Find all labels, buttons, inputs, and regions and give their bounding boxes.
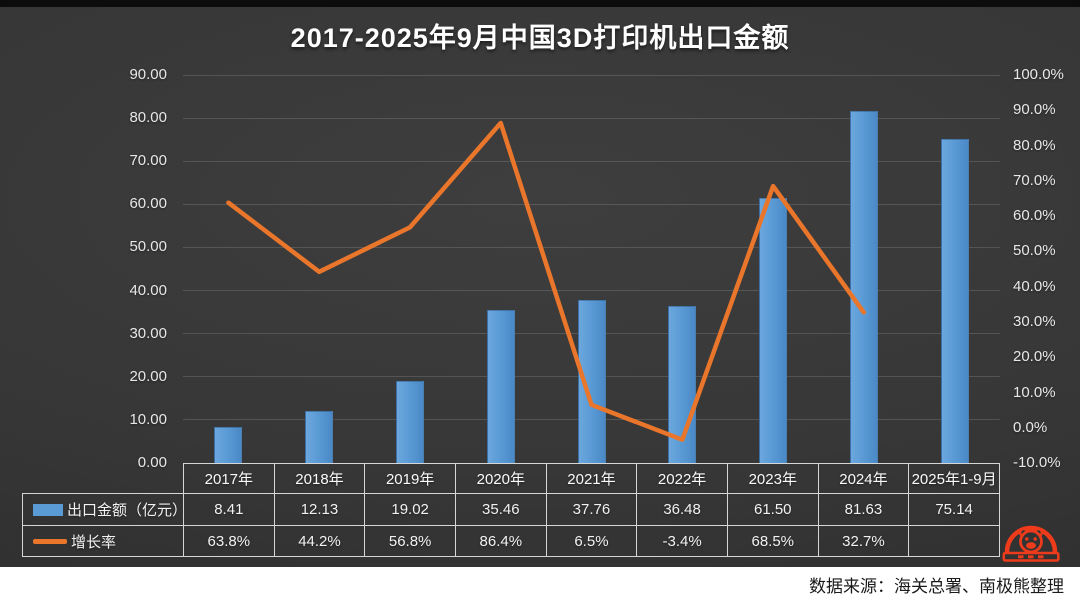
left-axis-tick-3: 30.00 xyxy=(129,324,167,342)
year-header-4: 2021年 xyxy=(545,463,638,494)
table-cell-r1-c3: 86.4% xyxy=(454,525,547,557)
year-header-3: 2020年 xyxy=(454,463,547,494)
table-cell-r1-c4: 6.5% xyxy=(545,525,638,557)
export-bar-8 xyxy=(940,139,969,463)
table-cell-r0-c3: 35.46 xyxy=(454,493,547,526)
right-axis-tick-5: 40.0% xyxy=(1013,277,1056,295)
year-header-1: 2018年 xyxy=(273,463,366,494)
left-axis-tick-1: 10.00 xyxy=(129,410,167,428)
table-cell-r0-c6: 61.50 xyxy=(726,493,819,526)
right-axis-tick-11: 100.0% xyxy=(1013,66,1064,83)
left-axis-tick-2: 20.00 xyxy=(129,367,167,385)
table-cell-r0-c1: 12.13 xyxy=(273,493,366,526)
table-cell-r1-c8 xyxy=(908,525,1000,557)
bar-series-swatch-icon xyxy=(33,503,63,516)
legend-label: 出口金额（亿元） xyxy=(67,502,184,519)
left-axis-tick-5: 50.00 xyxy=(129,238,167,256)
right-axis-tick-9: 80.0% xyxy=(1013,136,1056,154)
left-axis-tick-9: 90.00 xyxy=(129,66,167,83)
export-bar-4 xyxy=(577,300,606,463)
right-axis-tick-8: 70.0% xyxy=(1013,171,1056,189)
table-cell-r1-c5: -3.4% xyxy=(636,525,728,557)
table-cell-r0-c4: 37.76 xyxy=(545,493,638,526)
year-header-8: 2025年1-9月 xyxy=(908,463,1000,494)
legend-cell-bar: 出口金额（亿元） xyxy=(22,493,184,526)
table-corner-cell xyxy=(23,464,184,494)
legend-cell-line: 增长率 xyxy=(22,525,184,557)
table-cell-r0-c8: 75.14 xyxy=(908,493,1000,526)
right-axis-tick-4: 30.0% xyxy=(1013,312,1056,330)
grid-line xyxy=(183,117,1000,119)
table-cell-r0-c2: 19.02 xyxy=(364,493,456,526)
left-axis-tick-4: 40.00 xyxy=(129,281,167,299)
export-bar-1 xyxy=(305,410,334,463)
right-axis-tick-6: 50.0% xyxy=(1013,242,1056,260)
footer: 数据来源：海关总署、南极熊整理 xyxy=(0,567,1080,601)
table-row: 增长率 63.8% 44.2% 56.8% 86.4% 6.5% -3.4% 68.5% 32.… xyxy=(22,525,1000,557)
source-note: 数据来源：海关总署、南极熊整理 xyxy=(809,576,1064,596)
table-cell-r0-c5: 36.48 xyxy=(636,493,728,526)
legend-label: 增长率 xyxy=(71,533,117,551)
year-header-0: 2017年 xyxy=(183,463,275,494)
table-row: 出口金额（亿元） 8.41 12.13 19.02 35.46 37.76 36.48 61.… xyxy=(22,493,1000,526)
table-cell-r1-c0: 63.8% xyxy=(183,525,275,557)
year-header-5: 2022年 xyxy=(636,463,728,494)
right-axis-tick-3: 20.0% xyxy=(1013,348,1056,366)
grid-line xyxy=(183,74,1000,76)
left-axis-tick-6: 60.00 xyxy=(129,195,167,213)
year-header-7: 2024年 xyxy=(817,463,910,494)
top-border-strip xyxy=(0,0,1080,7)
chart-title: 2017-2025年9月中国3D打印机出口金额 xyxy=(290,23,790,53)
data-table: 2017年 2018年 2019年 2020年 2021年 2022年 2023年 2024年… xyxy=(22,463,1000,557)
right-axis-tick-0: -10.0% xyxy=(1013,454,1061,471)
year-header-2: 2019年 xyxy=(364,463,456,494)
line-series-swatch-icon xyxy=(33,538,67,544)
left-axis-tick-8: 80.00 xyxy=(129,109,167,127)
export-bar-0 xyxy=(214,426,243,463)
right-axis-tick-1: 0.0% xyxy=(1013,418,1048,436)
chart-area: 2017-2025年9月中国3D打印机出口金额 0.00 10.00 20.00 30… xyxy=(0,0,1080,567)
table-cell-r0-c0: 8.41 xyxy=(183,493,275,526)
table-cell-r1-c6: 68.5% xyxy=(726,525,819,557)
year-header-6: 2023年 xyxy=(726,463,819,494)
left-axis-tick-0: 0.00 xyxy=(137,454,167,471)
table-cell-r1-c7: 32.7% xyxy=(817,525,910,557)
table-cell-r0-c7: 81.63 xyxy=(817,493,910,526)
right-axis-tick-2: 10.0% xyxy=(1013,383,1056,401)
right-axis-tick-10: 90.0% xyxy=(1013,101,1056,119)
export-bar-6 xyxy=(759,197,788,463)
export-bar-2 xyxy=(395,381,424,463)
export-bar-3 xyxy=(486,310,515,463)
table-cell-r1-c2: 56.8% xyxy=(364,525,456,557)
export-bar-5 xyxy=(668,305,697,463)
left-axis-tick-7: 70.00 xyxy=(129,152,167,170)
nanjixiong-bear-logo-icon xyxy=(1002,525,1060,562)
export-bar-7 xyxy=(849,111,878,463)
table-cell-r1-c1: 44.2% xyxy=(273,525,366,557)
right-axis-tick-7: 60.0% xyxy=(1013,207,1056,225)
